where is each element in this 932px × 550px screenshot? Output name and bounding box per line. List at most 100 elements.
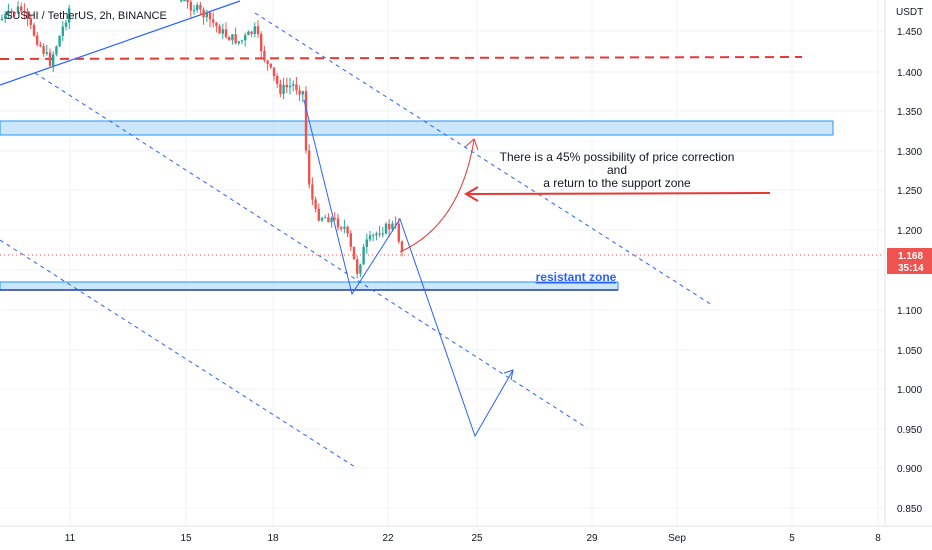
candle-body	[36, 35, 39, 45]
candle-body	[58, 35, 61, 47]
candle-body	[311, 184, 314, 200]
candle-body	[397, 223, 400, 242]
candle-body	[48, 52, 52, 66]
candle-body	[253, 26, 256, 34]
candle-body	[346, 226, 349, 234]
candle-body	[183, 0, 186, 1]
price-tick-label: 0.900	[897, 464, 922, 475]
countdown-value: 35:14	[898, 263, 924, 274]
candle-body	[368, 235, 372, 240]
channel-line-upper[interactable]	[254, 12, 713, 306]
candle-body	[333, 217, 336, 219]
resistance-band-upper[interactable]	[0, 120, 834, 136]
candle-body	[32, 24, 36, 36]
candle-body	[320, 218, 324, 221]
candle-body	[237, 41, 240, 44]
channel-line-lower[interactable]	[0, 239, 356, 468]
price-tick-label: 0.950	[897, 425, 922, 436]
candle-body	[324, 217, 327, 219]
price-tick-label: 1.250	[897, 186, 922, 197]
candle-body	[240, 40, 244, 42]
time-tick-label: 5	[789, 533, 795, 544]
red-dashed-level[interactable]	[0, 56, 803, 60]
time-tick-label: Sep	[668, 533, 686, 544]
candle-body	[215, 22, 218, 27]
candle-body	[224, 29, 228, 38]
candle-body	[327, 217, 330, 223]
resistant-zone-label[interactable]: resistant zone	[536, 270, 617, 284]
price-tick-label: 0.850	[897, 504, 922, 515]
candle-body	[218, 26, 221, 34]
candle-body	[384, 223, 388, 234]
annotation-line-2: and	[607, 163, 627, 177]
candle-body	[16, 6, 20, 13]
candle-body	[42, 46, 45, 54]
candle-body	[282, 84, 285, 94]
candle-body	[349, 233, 352, 247]
candle-body	[250, 31, 253, 34]
time-tick-label: 18	[267, 533, 279, 544]
candle-body	[26, 11, 29, 19]
candle-body	[352, 246, 356, 260]
candle-body	[308, 150, 311, 185]
candle-body	[391, 223, 394, 230]
candle-body	[61, 26, 64, 36]
candle-body	[231, 34, 234, 41]
currency-label: USDT	[896, 7, 923, 18]
correction-arc-head	[464, 138, 479, 151]
time-axis[interactable]: 11 15 18 22 25 29 Sep 5 8	[65, 533, 881, 544]
candle-body	[186, 0, 189, 3]
candle-body	[356, 259, 359, 274]
time-tick-label: 8	[875, 533, 881, 544]
price-tick-label: 1.350	[897, 107, 922, 118]
candle-body	[64, 22, 68, 27]
annotation-line-1: There is a 45% possibility of price corr…	[500, 150, 735, 164]
candle-body	[55, 46, 58, 55]
candle-body	[362, 246, 365, 265]
candle-body	[0, 18, 4, 20]
candle-body	[295, 84, 298, 91]
time-tick-label: 29	[586, 533, 598, 544]
candle-body	[228, 37, 231, 41]
candle-body	[23, 10, 26, 12]
candle-body	[298, 90, 301, 95]
candlesticks[interactable]	[0, 0, 404, 279]
candle-body	[234, 34, 237, 44]
candle-body	[285, 84, 288, 88]
chart-title: SUSHI / TetherUS, 2h, BINANCE	[5, 10, 167, 22]
candle-body	[394, 223, 397, 225]
time-tick-label: 11	[65, 533, 76, 544]
candle-body	[372, 235, 375, 237]
price-tick-label: 1.400	[897, 68, 922, 79]
candle-body	[276, 76, 279, 84]
last-price-value: 1.168	[898, 251, 923, 262]
candle-body	[52, 54, 55, 66]
candle-body	[260, 34, 263, 51]
support-arrow[interactable]	[465, 192, 771, 195]
candle-body	[20, 6, 23, 11]
time-tick-label: 25	[471, 533, 483, 544]
price-tick-label: 1.300	[897, 147, 922, 158]
candle-body	[192, 9, 196, 11]
projection-path[interactable]	[303, 99, 514, 438]
candle-body	[29, 18, 32, 25]
projection-arrowhead	[503, 369, 514, 381]
candle-body	[288, 85, 292, 88]
correction-arc[interactable]	[399, 139, 475, 253]
candle-body	[330, 217, 333, 223]
candle-body	[189, 1, 192, 11]
candle-body	[336, 218, 340, 228]
price-tick-label: 1.450	[897, 27, 922, 38]
candle-body	[314, 199, 317, 209]
candle-body	[247, 31, 250, 36]
channel-line-middle[interactable]	[34, 72, 588, 429]
candle-body	[400, 241, 404, 251]
candle-body	[256, 26, 260, 35]
candle-body	[208, 12, 212, 20]
candle-body	[196, 5, 199, 10]
candle-body	[10, 10, 13, 13]
price-tick-label: 1.000	[897, 385, 922, 396]
resistance-band-lower[interactable]	[0, 281, 619, 291]
trend-line[interactable]	[0, 0, 241, 86]
